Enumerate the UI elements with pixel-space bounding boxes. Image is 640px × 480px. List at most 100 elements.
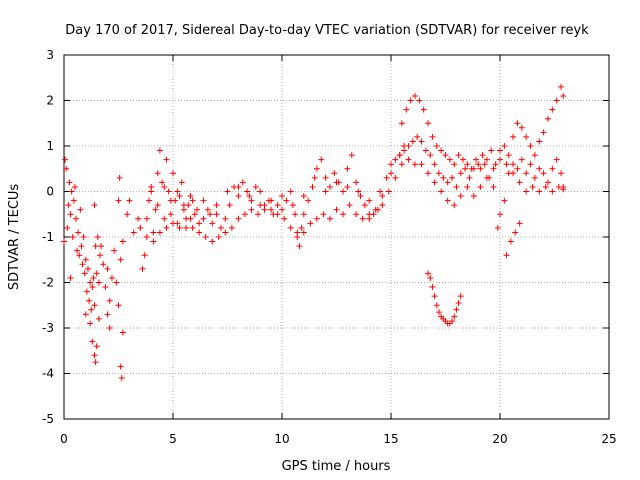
data-point — [261, 202, 268, 209]
data-point — [453, 183, 460, 190]
data-point — [196, 220, 203, 227]
data-point — [361, 202, 368, 209]
data-point — [224, 188, 231, 195]
data-point — [497, 211, 503, 218]
data-point — [427, 152, 434, 159]
data-point — [68, 188, 75, 195]
data-point — [464, 161, 471, 168]
x-tick-label: 15 — [383, 432, 398, 446]
data-point — [512, 229, 519, 236]
data-point — [553, 97, 560, 104]
data-point — [96, 252, 103, 259]
data-point — [69, 234, 76, 240]
data-point — [462, 165, 469, 172]
data-point — [300, 229, 307, 236]
data-point — [425, 170, 432, 177]
data-point — [222, 215, 229, 222]
data-point — [544, 115, 551, 122]
data-point — [150, 229, 157, 236]
data-point — [409, 138, 416, 145]
data-point — [540, 129, 547, 136]
data-point — [300, 193, 307, 200]
data-point — [344, 165, 351, 172]
y-tick-label: -2 — [42, 276, 54, 290]
y-tick-label: -4 — [42, 367, 54, 381]
data-point — [87, 279, 94, 286]
data-point — [514, 120, 521, 127]
data-point — [431, 293, 438, 300]
data-point — [444, 179, 451, 186]
y-axis-label: SDTVAR / TECUs — [7, 184, 22, 291]
data-point — [215, 234, 222, 240]
data-point — [523, 170, 530, 177]
data-point — [379, 193, 386, 200]
data-point — [320, 211, 327, 218]
data-point — [492, 161, 499, 168]
data-point — [222, 229, 229, 236]
data-point — [298, 224, 305, 231]
data-points — [61, 83, 567, 382]
data-point — [66, 179, 73, 186]
data-point — [71, 183, 78, 190]
data-point — [514, 165, 521, 172]
data-point — [455, 152, 462, 159]
data-point — [94, 234, 101, 240]
data-point — [479, 152, 486, 159]
data-point — [156, 147, 163, 154]
data-point — [241, 211, 248, 218]
data-point — [392, 156, 399, 163]
data-point — [326, 183, 333, 190]
data-point — [189, 197, 196, 204]
data-point — [93, 343, 100, 350]
data-point — [283, 197, 290, 204]
data-point — [516, 179, 523, 186]
data-point — [287, 188, 294, 195]
data-point — [89, 284, 96, 291]
data-point — [81, 270, 88, 277]
data-point — [106, 325, 113, 331]
series-early-outliers — [67, 202, 126, 382]
data-point — [209, 238, 216, 245]
data-point — [388, 170, 394, 177]
data-point — [92, 359, 99, 366]
data-point — [438, 188, 445, 195]
data-point — [92, 243, 99, 250]
data-point — [61, 238, 67, 245]
data-point — [348, 152, 355, 159]
data-point — [527, 143, 534, 149]
data-point — [473, 156, 480, 163]
data-point — [154, 170, 161, 177]
data-point — [130, 229, 137, 236]
data-point — [137, 224, 144, 231]
data-point — [244, 188, 251, 195]
y-tick-label: 3 — [46, 48, 54, 62]
data-point — [235, 193, 242, 200]
data-point — [503, 161, 510, 168]
x-tick-label: 10 — [274, 432, 289, 446]
data-point — [420, 106, 427, 113]
data-point — [403, 106, 410, 113]
data-point — [118, 375, 125, 382]
data-point — [115, 302, 122, 309]
data-point — [257, 188, 264, 195]
data-point — [438, 147, 445, 154]
data-point — [292, 211, 299, 218]
data-point — [444, 197, 451, 204]
data-point — [307, 220, 314, 227]
data-point — [451, 313, 458, 320]
data-point — [135, 215, 142, 222]
data-point — [176, 224, 183, 231]
data-point — [113, 279, 120, 286]
data-point — [187, 193, 194, 200]
data-point — [353, 211, 360, 218]
y-tick-label: -1 — [42, 230, 54, 244]
x-tick-label: 25 — [601, 432, 616, 446]
data-point — [116, 174, 123, 181]
data-point — [119, 238, 126, 245]
data-point — [274, 202, 281, 209]
data-point — [507, 238, 514, 245]
data-point — [558, 170, 565, 177]
data-point — [294, 234, 301, 240]
data-point — [163, 224, 170, 231]
data-point — [239, 179, 246, 186]
